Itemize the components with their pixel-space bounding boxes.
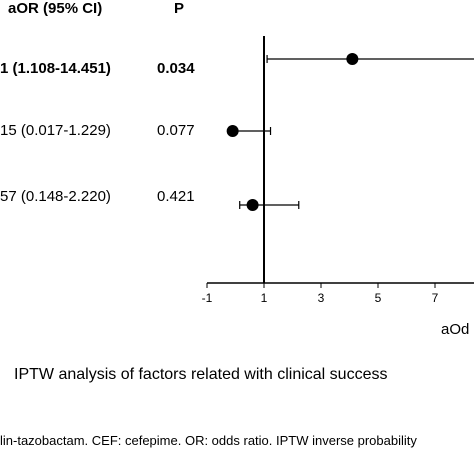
estimate-point-3 <box>246 199 259 211</box>
estimate-point-2 <box>226 125 239 137</box>
x-tick-label-3: 5 <box>375 291 382 305</box>
x-tick-label-2: 3 <box>318 291 325 305</box>
figure-footnote: lin-tazobactam. CEF: cefepime. OR: odds … <box>0 433 417 448</box>
row-3-aor: 57 (0.148-2.220) <box>0 188 111 205</box>
x-axis-label: aOd <box>441 321 469 338</box>
header-aor: aOR (95% CI) <box>8 0 103 17</box>
row-1-aor: 1 (1.108-14.451) <box>0 60 111 77</box>
header-p: P <box>174 0 185 17</box>
x-tick-label-4: 7 <box>432 291 439 305</box>
plot-axes <box>207 36 474 284</box>
estimate-point-1 <box>346 53 359 65</box>
x-axis-ticks: -1 1 3 5 7 <box>202 283 439 305</box>
row-2-aor: 15 (0.017-1.229) <box>0 122 111 139</box>
row-1-p: 0.034 <box>157 60 195 77</box>
x-tick-label-1: 1 <box>261 291 268 305</box>
row-2-p: 0.077 <box>157 122 195 139</box>
figure-caption: IPTW analysis of factors related with cl… <box>14 366 388 383</box>
row-3-p: 0.421 <box>157 188 195 205</box>
plot-marks <box>226 53 474 211</box>
x-tick-label-0: -1 <box>202 291 213 305</box>
